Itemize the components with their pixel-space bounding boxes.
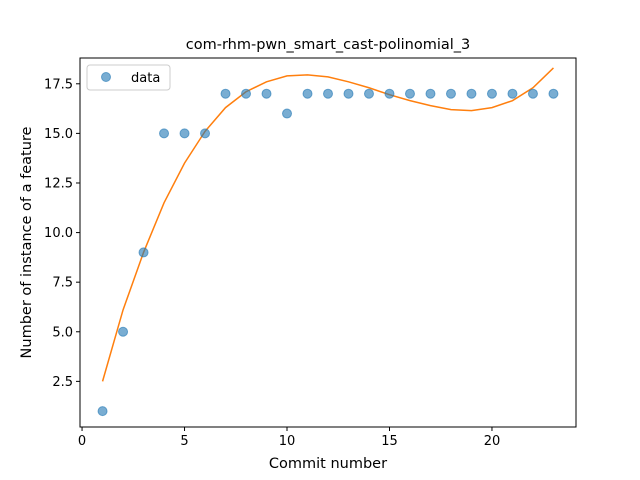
y-tick-label-7.5: 7.5 bbox=[52, 276, 73, 291]
data-point-18 bbox=[445, 88, 456, 99]
x-tick-label-15: 15 bbox=[381, 434, 398, 449]
legend-marker bbox=[101, 72, 111, 82]
data-point-10 bbox=[282, 108, 293, 119]
data-point-8 bbox=[241, 88, 252, 99]
legend-box bbox=[86, 64, 171, 91]
data-point-4 bbox=[159, 128, 170, 139]
data-point-13 bbox=[343, 88, 354, 99]
x-tick-label-0: 0 bbox=[78, 434, 86, 449]
plot-frame bbox=[79, 57, 577, 428]
x-axis-label: Commit number bbox=[269, 456, 387, 472]
data-point-16 bbox=[404, 88, 415, 99]
data-point-15 bbox=[384, 88, 395, 99]
data-point-6 bbox=[200, 128, 211, 139]
y-tick-label-2.5: 2.5 bbox=[52, 375, 73, 390]
plot-area bbox=[80, 58, 576, 427]
x-tick-label-20: 20 bbox=[484, 434, 501, 449]
y-tick-label-5: 5.0 bbox=[52, 325, 73, 340]
data-point-14 bbox=[363, 88, 374, 99]
y-tick-label-15: 15.0 bbox=[44, 127, 73, 142]
data-point-12 bbox=[323, 88, 333, 99]
data-point-19 bbox=[466, 88, 477, 99]
legend: data bbox=[86, 64, 171, 91]
data-point-5 bbox=[179, 128, 190, 139]
x-tick-label-10: 10 bbox=[279, 434, 296, 449]
y-axis-ticks: 2.5 5.0 7.5 10.0 12.5 15.0 17.5 bbox=[44, 77, 80, 390]
data-point-9 bbox=[261, 88, 272, 99]
y-tick-label-12.5: 12.5 bbox=[44, 176, 73, 191]
data-point-23 bbox=[548, 88, 559, 99]
fit-line bbox=[101, 67, 554, 382]
chart-title: com-rhm-pwn_smart_cast-polinomial_3 bbox=[186, 37, 471, 53]
legend-label: data bbox=[131, 71, 160, 86]
data-point-20 bbox=[486, 88, 497, 99]
x-tick-label-5: 5 bbox=[180, 434, 188, 449]
data-point-17 bbox=[425, 88, 436, 99]
x-axis-ticks: 0 5 10 15 20 bbox=[78, 427, 500, 449]
y-tick-label-17.5: 17.5 bbox=[44, 77, 73, 92]
data-point-11 bbox=[302, 88, 313, 99]
data-point-7 bbox=[220, 88, 231, 99]
data-point-3 bbox=[138, 247, 149, 258]
data-point-1 bbox=[97, 406, 108, 417]
data-point-22 bbox=[527, 88, 538, 99]
data-point-2 bbox=[118, 326, 129, 337]
data-point-21 bbox=[507, 88, 518, 99]
data-points-layer bbox=[97, 88, 559, 417]
y-axis-label: Number of instance of a feature bbox=[19, 126, 35, 358]
y-tick-label-10: 10.0 bbox=[44, 226, 73, 241]
fit-line-layer bbox=[101, 67, 554, 382]
